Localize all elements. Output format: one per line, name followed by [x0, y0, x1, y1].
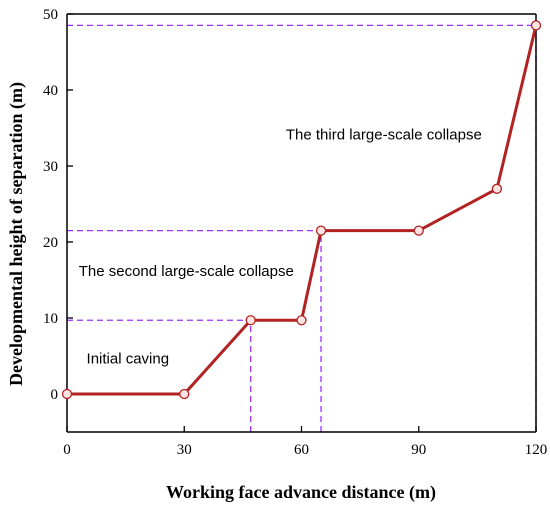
annotations: Initial caving The second large-scale col… — [79, 126, 482, 367]
annotation-0: Initial caving — [87, 351, 170, 368]
annotation-2: The third large-scale collapse — [286, 126, 482, 143]
reference-lines — [67, 24, 537, 432]
x-tick-label-60: 60 — [294, 442, 309, 458]
x-tick-label-90: 90 — [411, 442, 426, 458]
annotation-1: The second large-scale collapse — [79, 263, 294, 280]
y-tick-label-30: 30 — [43, 159, 58, 175]
x-tick-label-120: 120 — [525, 442, 548, 458]
y-tick-label-10: 10 — [43, 311, 58, 327]
y-tick-label-20: 20 — [43, 235, 58, 251]
data-point-0-4 — [315, 225, 327, 236]
data-point-0-7 — [530, 20, 542, 31]
data-point-0-1 — [179, 388, 190, 400]
data-point-0-3 — [296, 315, 307, 326]
y-tick-label-0: 0 — [51, 387, 59, 403]
data-point-0-0 — [61, 388, 73, 400]
x-axis-title: Working face advance distance (m) — [166, 482, 436, 503]
data-series — [61, 20, 542, 400]
y-axis-title: Developmental height of separation (m) — [6, 82, 27, 386]
y-tick-label-40: 40 — [43, 83, 58, 99]
series-line-0 — [67, 25, 538, 396]
y-tick-label-50: 50 — [43, 7, 58, 23]
data-point-0-5 — [413, 225, 424, 236]
data-point-0-6 — [491, 183, 503, 194]
x-tick-label-30: 30 — [177, 442, 192, 458]
axes: 0 30 60 90 120 0 10 20 30 40 50 — [43, 7, 547, 458]
data-point-0-2 — [245, 315, 256, 326]
x-tick-label-0: 0 — [63, 442, 71, 458]
